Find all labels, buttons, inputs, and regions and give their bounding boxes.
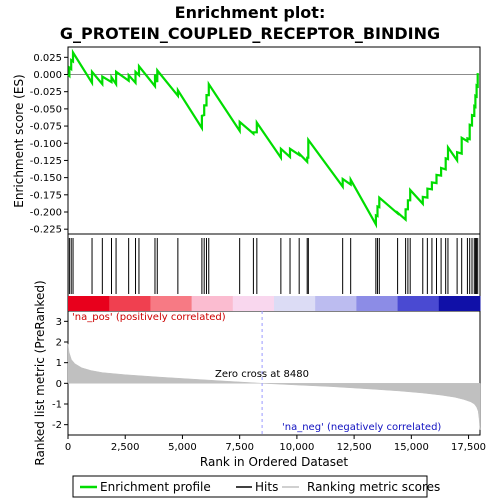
heat-strip-segment	[232, 296, 275, 311]
es-tick-label: 0.000	[33, 70, 62, 81]
es-tick-label: -0.175	[30, 190, 62, 201]
heat-strip-segment	[274, 296, 316, 311]
es-tick-label: -0.100	[30, 139, 62, 150]
hit-markers	[68, 238, 479, 294]
metric-tick-label: 0	[56, 379, 62, 390]
heat-strip-segment	[315, 296, 357, 311]
positive-correlation-label: 'na_pos' (positively correlated)	[72, 312, 226, 323]
es-tick-label: -0.075	[30, 122, 62, 133]
x-tick-label: 5,000	[168, 442, 197, 453]
chart-title-line1: Enrichment plot:	[175, 3, 326, 22]
es-tick-label: -0.150	[30, 173, 62, 184]
heat-strip-segment	[109, 296, 151, 311]
heat-strip-segment	[68, 296, 110, 311]
negative-correlation-label: 'na_neg' (negatively correlated)	[282, 422, 441, 433]
es-tick-label: -0.025	[30, 87, 62, 98]
heat-strip-segment	[397, 296, 440, 311]
es-tick-label: -0.200	[30, 208, 62, 219]
x-tick-label: 12,500	[337, 442, 372, 453]
metric-tick-label: -2	[52, 420, 62, 431]
enrichment-profile-line	[67, 48, 479, 229]
x-tick-label: 7,500	[225, 442, 254, 453]
es-tick-label: -0.225	[30, 225, 62, 236]
legend-enrichment-label: Enrichment profile	[100, 480, 211, 494]
metric-area-fill	[67, 344, 481, 430]
zero-cross-label: Zero cross at 8480	[215, 369, 309, 380]
heat-strip-segment	[191, 296, 234, 311]
metric-axis-title: Ranked list metric (PreRanked)	[33, 280, 47, 465]
es-tick-label: -0.125	[30, 156, 62, 167]
metric-tick-label: 3	[56, 317, 62, 328]
correlation-heatmap-strip	[68, 296, 481, 311]
es-tick-label: -0.050	[30, 104, 62, 115]
ranking-metric-area	[67, 311, 481, 435]
heat-strip-segment	[356, 296, 399, 311]
heat-strip-segment	[438, 296, 481, 311]
metric-tick-label: -1	[52, 400, 62, 411]
x-axis: 0 2,500 5,000 7,500 10,000 12,500 15,000 17,500	[65, 435, 486, 453]
es-axis: 0.025 0.000 -0.025 -0.050 -0.075 -0.100 -0.125…	[30, 53, 68, 236]
x-tick-label: 15,000	[394, 442, 429, 453]
es-panel	[67, 46, 481, 235]
x-tick-label: 17,500	[451, 442, 486, 453]
x-tick-label: 10,000	[279, 442, 314, 453]
enrichment-profile-path	[67, 48, 479, 229]
metric-tick-label: 1	[56, 358, 62, 369]
heat-strip-segment	[150, 296, 193, 311]
metric-axis: 3 2 1 0 -1 -2	[52, 317, 68, 431]
legend-hits-label: Hits	[255, 480, 278, 494]
es-axis-title: Enrichment score (ES)	[12, 74, 26, 207]
legend-metric-label: Ranking metric scores	[307, 480, 440, 494]
metric-tick-label: 2	[56, 338, 62, 349]
x-tick-label: 2,500	[111, 442, 140, 453]
chart-title-line2: G_PROTEIN_COUPLED_RECEPTOR_BINDING	[60, 24, 440, 43]
es-tick-label: 0.025	[33, 53, 62, 64]
x-tick-label: 0	[65, 442, 71, 453]
x-axis-title: Rank in Ordered Dataset	[200, 455, 348, 469]
